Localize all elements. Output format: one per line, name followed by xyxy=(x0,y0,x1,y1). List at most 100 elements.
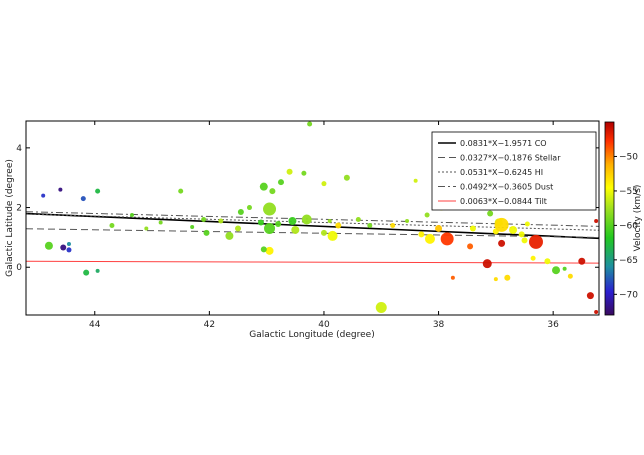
scatter-point xyxy=(80,196,86,202)
scatter-point xyxy=(277,179,284,186)
legend-label-3: 0.0531*X−0.6245 HI xyxy=(460,168,543,177)
scatter-point xyxy=(424,233,435,244)
scatter-point xyxy=(263,202,277,216)
scatter-point xyxy=(237,209,244,216)
scatter-point xyxy=(413,178,418,183)
scatter-point xyxy=(552,266,561,275)
plot-frame xyxy=(25,120,600,316)
scatter-point xyxy=(343,174,350,181)
scatter-point xyxy=(493,277,498,282)
legend-label-5: 0.0063*X−0.0844 Tilt xyxy=(460,197,547,206)
scatter-point xyxy=(291,225,300,234)
scatter-point xyxy=(178,188,184,194)
scatter-point xyxy=(225,231,234,240)
scatter-point xyxy=(60,244,67,251)
y-axis-label: Galactic Latitude (degree) xyxy=(5,159,15,277)
scatter-point xyxy=(301,170,307,176)
scatter-point xyxy=(355,216,361,222)
scatter-point xyxy=(367,222,373,228)
fit-line-4 xyxy=(26,211,599,227)
colorbar-gradient xyxy=(604,121,615,316)
scatter-point xyxy=(594,218,599,223)
scatter-point xyxy=(286,168,293,175)
scatter-point xyxy=(218,218,224,224)
colorbar-tick-label: −50 xyxy=(619,152,638,162)
fit-lines xyxy=(26,211,599,264)
legend-box xyxy=(431,131,597,211)
scatter-point xyxy=(567,273,573,279)
x-tick-label: 40 xyxy=(318,320,330,330)
scatter-point xyxy=(288,216,297,225)
scatter-point xyxy=(257,219,264,226)
colorbar-tick-label: −70 xyxy=(619,290,638,300)
scatter-point xyxy=(390,222,396,228)
x-axis-label: Galactic Longitude (degree) xyxy=(249,330,374,340)
scatter-point xyxy=(95,188,101,194)
scatter-point xyxy=(66,247,72,253)
scatter-point xyxy=(201,216,207,222)
colorbar-tick-label: −55 xyxy=(619,187,638,197)
fit-line-2 xyxy=(26,228,599,238)
x-tick-label: 38 xyxy=(433,320,445,330)
colorbar-tick-label: −60 xyxy=(619,221,638,231)
scatter-point xyxy=(435,224,443,232)
y-tick-label: 0 xyxy=(16,263,22,273)
scatter-point xyxy=(66,241,71,246)
scatter-point xyxy=(335,222,342,229)
scatter-point xyxy=(518,231,525,238)
scatter-point xyxy=(327,218,332,223)
scatter-point xyxy=(301,214,312,225)
scatter-point xyxy=(130,213,135,218)
scatter-point xyxy=(450,275,455,280)
scatter-point xyxy=(190,224,195,229)
scatter-point xyxy=(58,187,63,192)
colorbar: −50 −55 −60 −65 −70 Velocity (km/s) xyxy=(604,121,643,316)
scatter-point xyxy=(482,259,492,269)
scatter-point xyxy=(95,268,100,273)
scatter-point xyxy=(307,121,313,127)
scatter-point xyxy=(246,205,252,211)
scatter-point xyxy=(578,257,586,265)
scatter-point xyxy=(544,258,551,265)
scatter-point xyxy=(275,220,282,227)
scatter-point xyxy=(158,220,163,225)
scatter-point xyxy=(524,221,530,227)
legend-label-2: 0.0327*X−0.1876 Stellar xyxy=(460,154,561,163)
scatter-point xyxy=(109,222,115,228)
scatter-point xyxy=(418,231,425,238)
fit-line-1 xyxy=(26,212,599,240)
scatter-point xyxy=(265,246,274,255)
scatter-point xyxy=(562,266,567,271)
scatter-point xyxy=(509,225,518,234)
scatter-point xyxy=(41,193,46,198)
scatter-point xyxy=(440,232,454,246)
fit-line-5 xyxy=(26,260,599,264)
scatter-point xyxy=(530,255,536,261)
scatter-point xyxy=(521,237,528,244)
scatter-point xyxy=(494,217,509,232)
legend-label-4: 0.0492*X−0.3605 Dust xyxy=(460,183,553,192)
x-tick-label: 36 xyxy=(547,320,559,330)
colorbar-label: Velocity (km/s) xyxy=(633,185,643,252)
scatter-point xyxy=(264,222,276,234)
colorbar-tick-label: −65 xyxy=(619,256,638,266)
scatter-point xyxy=(528,234,543,249)
scatter-point xyxy=(259,182,268,191)
legend: 0.0831*X−1.9571 CO 0.0327*X−0.1876 Stella… xyxy=(431,131,597,211)
scatter-point xyxy=(487,210,494,217)
scatter-point xyxy=(586,292,594,300)
scatter-point xyxy=(321,181,327,187)
scatter-point xyxy=(269,188,276,195)
scatter-point xyxy=(467,243,474,250)
scatter-point xyxy=(405,218,410,223)
scatter-point xyxy=(469,225,476,232)
scatter-point xyxy=(44,241,53,250)
scatter-point xyxy=(83,269,90,276)
scatter-point xyxy=(144,226,149,231)
y-tick-label: 4 xyxy=(16,144,22,154)
scatter-point xyxy=(320,229,327,236)
scatter-point xyxy=(235,225,242,232)
x-tick-label: 44 xyxy=(89,320,101,330)
scatter-point xyxy=(504,274,511,281)
